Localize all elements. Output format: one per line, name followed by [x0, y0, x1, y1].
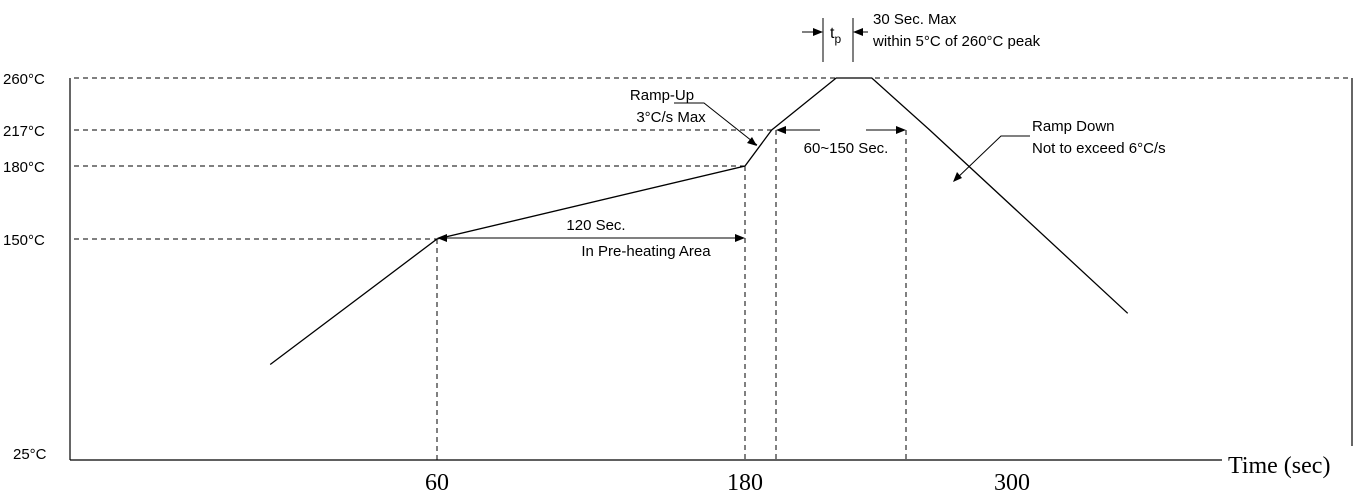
- rampup-arrowhead: [747, 137, 757, 146]
- preheat-label-line2: In Pre-heating Area: [581, 243, 711, 260]
- above217-left-arrowhead: [776, 126, 786, 134]
- y-tick-label: 180°C: [3, 159, 45, 176]
- tp-right-arrowhead: [853, 28, 863, 36]
- rampdown-leader: [953, 135, 1030, 182]
- tp-label: tp: [830, 25, 841, 46]
- y-tick-label: 260°C: [3, 71, 45, 88]
- rampup-label-line2: 3°C/s Max: [636, 109, 706, 126]
- rampdown-label-line2: Not to exceed 6°C/s: [1032, 140, 1166, 157]
- tp-note-line1: 30 Sec. Max: [873, 11, 957, 28]
- tp-symbol: t: [830, 25, 835, 42]
- tp-left-arrowhead: [813, 28, 823, 36]
- preheat-right-arrowhead: [735, 234, 745, 242]
- x-axis-label: Time (sec): [1228, 453, 1330, 479]
- rampdown-arrowhead: [953, 172, 962, 182]
- above217-right-arrowhead: [896, 126, 906, 134]
- y-tick-label: 217°C: [3, 123, 45, 140]
- rampup-label-line1: Ramp-Up: [630, 87, 694, 104]
- tp-subscript: p: [834, 32, 841, 46]
- y-tick-label: 25°C: [13, 446, 47, 463]
- x-tick-label: 60: [425, 470, 449, 496]
- tp-note-line2: within 5°C of 260°C peak: [872, 33, 1041, 50]
- preheat-left-arrowhead: [437, 234, 447, 242]
- rampdown-label-line1: Ramp Down: [1032, 118, 1115, 135]
- x-tick-label: 300: [994, 470, 1030, 496]
- rampup-leader: [674, 102, 758, 146]
- above217-label: 60~150 Sec.: [804, 140, 889, 157]
- y-tick-label: 150°C: [3, 232, 45, 249]
- x-tick-label: 180: [727, 470, 763, 496]
- temperature-profile-line: [269, 77, 1129, 366]
- preheat-label-line1: 120 Sec.: [566, 217, 625, 234]
